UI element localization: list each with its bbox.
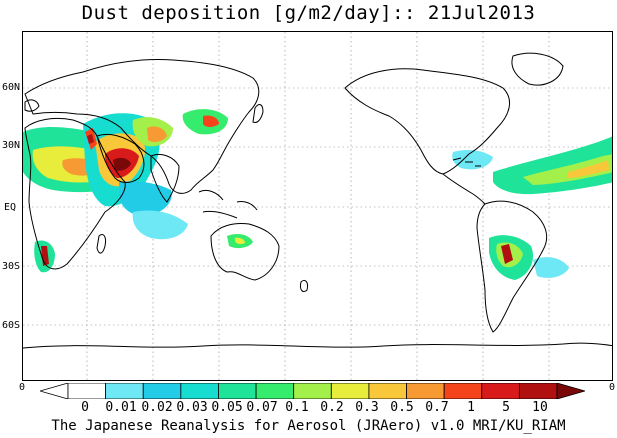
dust-arabia-peak xyxy=(113,157,131,171)
world-map xyxy=(23,32,612,380)
colorbar-cell xyxy=(142,383,182,399)
colorbar xyxy=(40,383,585,399)
cbar-label-13: 10 xyxy=(532,400,548,415)
colorbar-cell xyxy=(218,383,257,399)
lon-label-left: 0 xyxy=(19,382,26,393)
coast-japan xyxy=(252,104,264,123)
coast-sea-islands xyxy=(198,189,258,219)
cbar-label-1: 0.01 xyxy=(105,400,137,415)
colorbar-cell xyxy=(518,383,558,399)
colorbar-cell xyxy=(180,383,219,399)
cbar-label-0: 0 xyxy=(81,400,89,415)
colorbar-cell xyxy=(67,383,107,399)
colorbar-right-triangle xyxy=(556,383,585,399)
coast-arabia xyxy=(96,133,145,183)
coast-eurasia xyxy=(24,59,260,194)
lon-label-right: 0 xyxy=(609,382,616,393)
colorbar-cell xyxy=(105,383,144,399)
dust-argentina-core xyxy=(501,244,513,264)
cbar-label-4: 0.05 xyxy=(211,400,243,415)
coast-greenland xyxy=(511,52,564,86)
cbar-label-2: 0.02 xyxy=(141,400,173,415)
colorbar-cells xyxy=(40,383,585,399)
cbar-label-9: 0.5 xyxy=(390,400,414,415)
coast-india xyxy=(150,153,180,203)
dust-field xyxy=(23,109,612,280)
cbar-label-11: 1 xyxy=(467,400,475,415)
cbar-label-10: 0.7 xyxy=(425,400,449,415)
dust-pakistan-core xyxy=(147,126,167,143)
map-frame xyxy=(22,31,613,381)
lat-label-60n: 60N xyxy=(2,82,21,93)
lat-label-60s: 60S xyxy=(2,320,21,331)
cbar-label-3: 0.03 xyxy=(176,400,208,415)
lat-label-eq: EQ xyxy=(4,202,17,213)
cbar-label-12: 5 xyxy=(502,400,510,415)
coast-antarctica xyxy=(23,342,612,349)
coast-australia xyxy=(210,223,280,281)
colorbar-labels: 0 0.01 0.02 0.03 0.05 0.07 0.1 0.2 0.3 0… xyxy=(0,400,617,415)
dust-australia-core xyxy=(235,237,245,245)
cbar-label-5: 0.07 xyxy=(246,400,278,415)
colorbar-cell xyxy=(443,383,483,399)
cbar-label-6: 0.1 xyxy=(285,400,309,415)
colorbar-cell xyxy=(368,383,407,399)
lat-label-30s: 30S xyxy=(2,261,21,272)
lat-label-30n: 30N xyxy=(2,140,21,151)
dust-atlantic-inner xyxy=(523,154,612,185)
dust-redsea-2 xyxy=(87,134,94,144)
cbar-label-8: 0.3 xyxy=(355,400,379,415)
coast-europe-west xyxy=(24,99,40,112)
coast-madagascar xyxy=(96,233,106,254)
colorbar-cell xyxy=(481,383,520,399)
coast-caribbean xyxy=(452,157,481,167)
coast-africa xyxy=(24,117,126,270)
colorbar-left-triangle xyxy=(40,383,69,399)
colorbar-cell xyxy=(293,383,332,399)
dust-atlantic-core xyxy=(568,160,609,178)
dust-caribbean xyxy=(452,149,493,170)
coastlines xyxy=(23,52,612,349)
dust-south-atlantic xyxy=(533,257,569,278)
coast-north-america xyxy=(344,68,511,175)
cbar-label-7: 0.2 xyxy=(320,400,344,415)
map-title: Dust deposition [g/m2/day]:: 21Jul2013 xyxy=(81,2,536,24)
coast-central-america xyxy=(442,173,486,205)
footer-credit: The Japanese Reanalysis for Aerosol (JRA… xyxy=(51,418,566,434)
coast-nz xyxy=(300,279,308,293)
colorbar-cell xyxy=(330,383,370,399)
coast-south-america xyxy=(476,200,548,333)
dust-atlantic-plume xyxy=(493,136,612,195)
colorbar-cell xyxy=(406,383,445,399)
dust-indian-ocean xyxy=(132,210,188,240)
colorbar-cell xyxy=(255,383,295,399)
dust-taklimakan-core xyxy=(203,115,219,127)
